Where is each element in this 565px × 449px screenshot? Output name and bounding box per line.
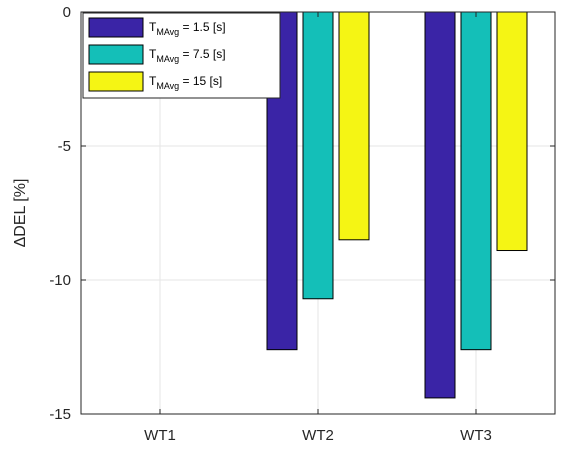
bar-wt2-series-3 [338,11,370,241]
bar-wt3-series-1 [424,11,456,399]
legend-swatch-3 [88,71,144,92]
bar-wt2-series-2 [302,11,334,300]
bars [266,11,528,399]
y-tick-label-2: -10 [49,272,71,289]
legend-label-2: TMAvg = 7.5 [s] [149,47,226,64]
bar-wt3-series-2 [460,11,492,351]
y-axis-label: ΔDEL [%] [12,179,29,248]
bar-wt2-series-1 [266,11,298,351]
legend-swatch-1 [88,17,144,38]
x-tick-label-wt1: WT1 [144,427,176,444]
x-axis: WT1 WT2 WT3 [144,12,492,444]
x-tick-label-wt3: WT3 [460,427,492,444]
legend-swatch-2 [88,44,144,65]
legend-label-3: TMAvg = 15 [s] [149,74,222,91]
legend-label-1: TMAvg = 1.5 [s] [149,20,226,37]
x-tick-label-wt2: WT2 [302,427,334,444]
y-axis: 0 -5 -10 -15 [49,4,555,423]
bar-wt3-series-3 [496,11,528,252]
y-tick-label-0: 0 [63,4,71,21]
legend: TMAvg = 1.5 [s] TMAvg = 7.5 [s] TMAvg = 15… [82,12,281,99]
y-tick-label-3: -15 [49,406,71,423]
y-tick-label-1: -5 [58,138,71,155]
